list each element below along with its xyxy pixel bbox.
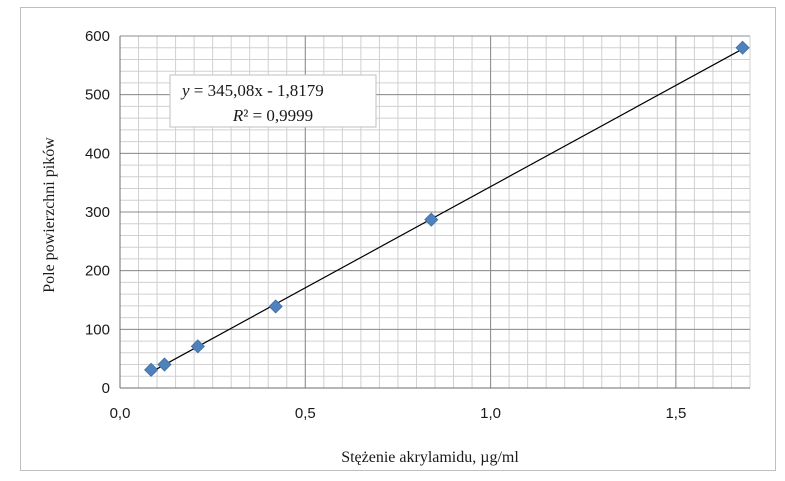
y-tick-labels: 0 100 200 300 400 500 600 [85, 28, 110, 397]
x-axis-title: Stężenie akrylamidu, µg/ml [341, 449, 519, 466]
data-point [735, 40, 750, 55]
y-tick-label: 300 [85, 204, 110, 221]
x-tick-label: 0,0 [110, 405, 131, 422]
y-tick-label: 200 [85, 263, 110, 280]
y-tick-label: 600 [85, 28, 110, 45]
x-tick-label: 1,0 [480, 405, 501, 422]
data-point [424, 212, 439, 227]
axes [119, 36, 750, 389]
r-squared: R² = 0,9999 [232, 106, 313, 125]
x-tick-label: 0,5 [295, 405, 316, 422]
equation-box-bg [169, 74, 377, 128]
trendline-layer [150, 48, 743, 373]
x-tick-label: 1,5 [665, 405, 686, 422]
trendline [150, 48, 743, 373]
r-squared-sup: ² = [243, 106, 266, 125]
regression-equation: y = 345,08x - 1,8179 [180, 81, 324, 100]
equation-box: y = 345,08x - 1,8179 R² = 0,9999 [169, 74, 377, 128]
data-points [144, 40, 750, 377]
x-tick-labels: 0,0 0,5 1,0 1,5 [110, 405, 687, 422]
y-tick-label: 0 [102, 380, 110, 397]
data-point [268, 299, 283, 314]
data-point [190, 339, 205, 354]
y-tick-label: 500 [85, 87, 110, 104]
data-point [157, 357, 172, 372]
y-axis-title: Pole powierzchni pików [41, 137, 58, 293]
y-tick-label: 100 [85, 321, 110, 338]
y-tick-label: 400 [85, 145, 110, 162]
data-point [144, 362, 159, 377]
